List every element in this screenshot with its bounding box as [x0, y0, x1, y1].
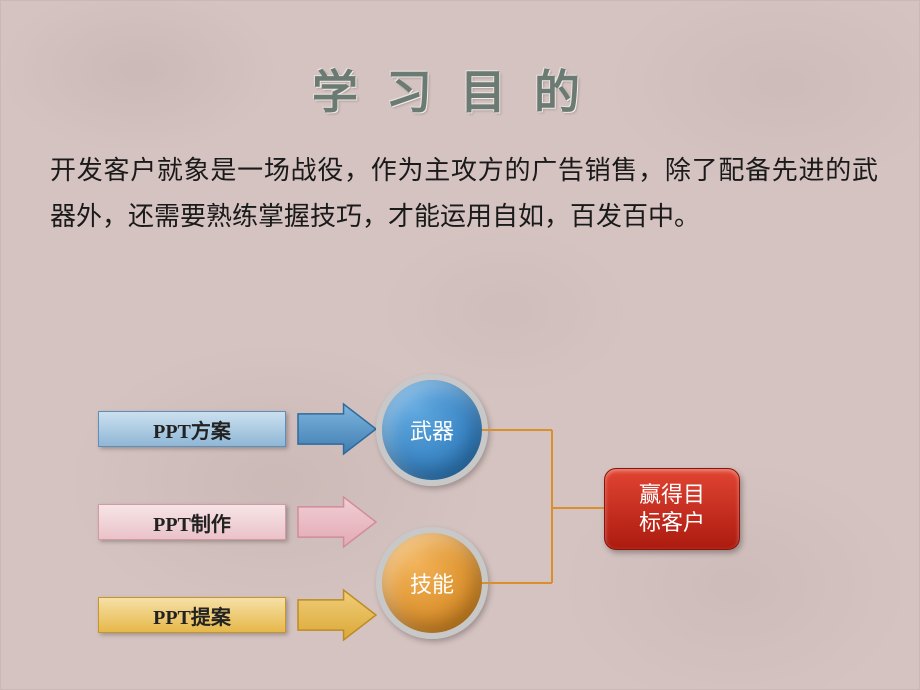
- slide-body-text: 开发客户就象是一场战役，作为主攻方的广告销售，除了配备先进的武器外，还需要熟练掌…: [50, 148, 878, 240]
- slide-title: 学习目的: [0, 56, 920, 122]
